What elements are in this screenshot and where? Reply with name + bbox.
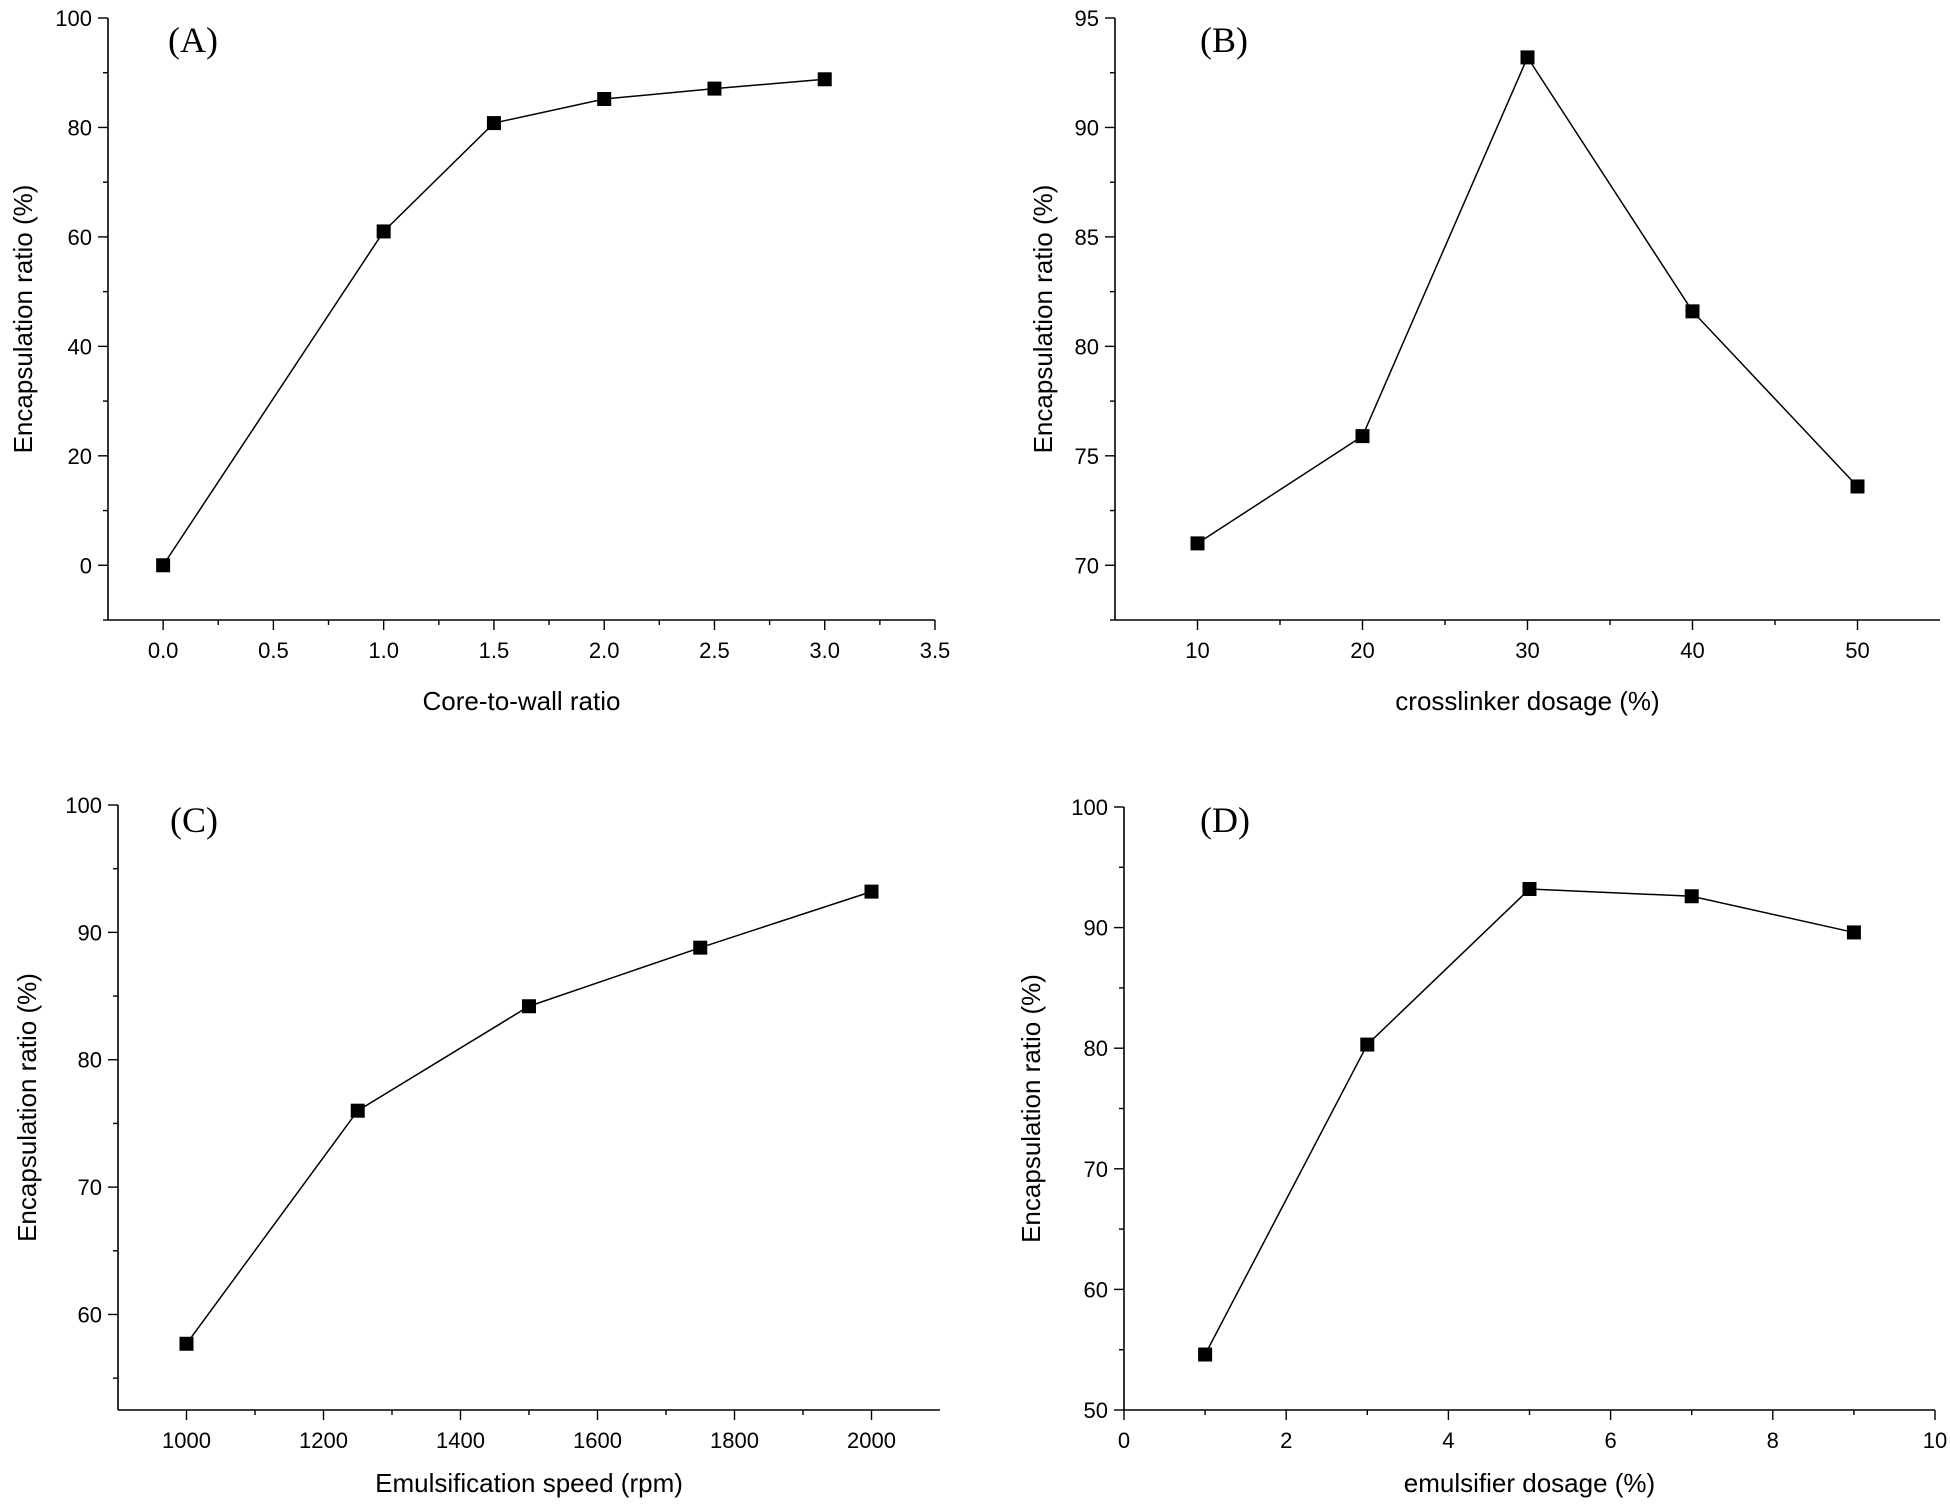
- x-tick-label: 2.0: [589, 638, 620, 663]
- y-tick-label: 100: [65, 793, 102, 818]
- data-point: [522, 999, 536, 1014]
- x-tick-label: 40: [1680, 638, 1704, 663]
- data-point: [597, 91, 612, 106]
- y-axis-label: Encapsulation ratio (%): [1028, 185, 1058, 454]
- data-point: [350, 1103, 365, 1118]
- data-point: [179, 1336, 194, 1351]
- x-tick-label: 4: [1442, 1428, 1454, 1453]
- chart-panel-1: 0.0 0.5 1.0 1.5 2.0 2.5 3.0 3.5 0 20 40 60 80 100 Core…: [8, 6, 950, 716]
- panel-label: (C): [170, 800, 218, 840]
- y-tick-label: 90: [1075, 115, 1099, 140]
- y-tick-label: 100: [1071, 795, 1108, 820]
- data-point: [376, 224, 391, 239]
- x-axis-label: Core-to-wall ratio: [423, 686, 621, 716]
- y-axis-label: Encapsulation ratio (%): [12, 973, 42, 1242]
- chart-panel-2: 10 20 30 40 50 70 75 80 85 90 95 crosslinker dosage…: [1028, 6, 1940, 716]
- panel-label: (D): [1200, 800, 1250, 840]
- data-point: [1685, 304, 1700, 319]
- data-point: [1522, 882, 1537, 897]
- x-tick-label: 6: [1604, 1428, 1616, 1453]
- chart-panel-3: 1000 1200 1400 1600 1800 2000 60 70 80 90 100 Emuls…: [12, 793, 940, 1498]
- x-tick-label: 1400: [436, 1428, 485, 1453]
- x-axis-label: Emulsification speed (rpm): [375, 1468, 683, 1498]
- y-tick-label: 60: [78, 1302, 102, 1327]
- y-tick-label: 80: [68, 115, 92, 140]
- y-tick-label: 40: [68, 334, 92, 359]
- data-point: [1190, 536, 1205, 551]
- series-line: [1204, 888, 1855, 1355]
- series-line: [185, 890, 872, 1345]
- x-tick-label: 2: [1280, 1428, 1292, 1453]
- x-tick-label: 3.0: [809, 638, 840, 663]
- data-point: [1355, 429, 1370, 444]
- x-tick-label: 1200: [299, 1428, 348, 1453]
- data-point: [1520, 50, 1535, 65]
- x-tick-label: 1000: [162, 1428, 211, 1453]
- y-axis-label: Encapsulation ratio (%): [1016, 974, 1046, 1243]
- y-tick-label: 90: [78, 920, 102, 945]
- x-tick-label: 1.5: [479, 638, 510, 663]
- data-point: [156, 558, 171, 573]
- x-tick-label: 10: [1185, 638, 1209, 663]
- data-point: [1846, 925, 1861, 940]
- x-tick-label: 0.0: [148, 638, 179, 663]
- x-tick-label: 20: [1350, 638, 1374, 663]
- x-tick-label: 1600: [573, 1428, 622, 1453]
- y-tick-label: 70: [1084, 1157, 1108, 1182]
- x-axis-label: emulsifier dosage (%): [1404, 1468, 1655, 1498]
- data-point: [1198, 1347, 1213, 1362]
- x-tick-label: 0.5: [258, 638, 289, 663]
- x-tick-label: 8: [1767, 1428, 1779, 1453]
- data-point: [707, 81, 722, 96]
- data-point: [1684, 889, 1699, 904]
- x-tick-label: 30: [1515, 638, 1539, 663]
- series-line: [1197, 55, 1859, 545]
- chart-panel-4: 0 2 4 6 8 10 50 60 70 80 90 100 emulsifier dosage (%…: [1016, 795, 1947, 1498]
- x-tick-label: 1800: [710, 1428, 759, 1453]
- x-tick-label: 50: [1845, 638, 1869, 663]
- y-tick-label: 85: [1075, 225, 1099, 250]
- y-tick-label: 60: [68, 225, 92, 250]
- y-tick-label: 70: [78, 1175, 102, 1200]
- x-tick-label: 1.0: [368, 638, 399, 663]
- series-line: [162, 78, 825, 566]
- y-tick-label: 60: [1084, 1277, 1108, 1302]
- data-point: [486, 116, 501, 131]
- panel-label: (B): [1200, 20, 1248, 60]
- y-tick-label: 70: [1075, 553, 1099, 578]
- x-tick-label: 2.5: [699, 638, 730, 663]
- y-tick-label: 50: [1084, 1398, 1108, 1423]
- y-tick-label: 20: [68, 444, 92, 469]
- data-point: [1360, 1037, 1375, 1052]
- x-tick-label: 10: [1923, 1428, 1947, 1453]
- x-axis-label: crosslinker dosage (%): [1395, 686, 1659, 716]
- y-tick-label: 100: [55, 6, 92, 31]
- data-point: [864, 884, 879, 899]
- x-tick-label: 0: [1118, 1428, 1130, 1453]
- panel-label: (A): [168, 20, 218, 60]
- y-tick-label: 80: [1084, 1036, 1108, 1061]
- y-tick-label: 80: [78, 1048, 102, 1073]
- data-point: [817, 72, 832, 87]
- data-point: [693, 940, 708, 955]
- data-point: [1850, 479, 1865, 494]
- y-axis-label: Encapsulation ratio (%): [8, 185, 38, 454]
- y-tick-label: 90: [1084, 916, 1108, 941]
- y-tick-label: 0: [80, 553, 92, 578]
- x-tick-label: 3.5: [920, 638, 951, 663]
- x-tick-label: 2000: [847, 1428, 896, 1453]
- y-tick-label: 95: [1075, 6, 1099, 31]
- y-tick-label: 80: [1075, 334, 1099, 359]
- y-tick-label: 75: [1075, 444, 1099, 469]
